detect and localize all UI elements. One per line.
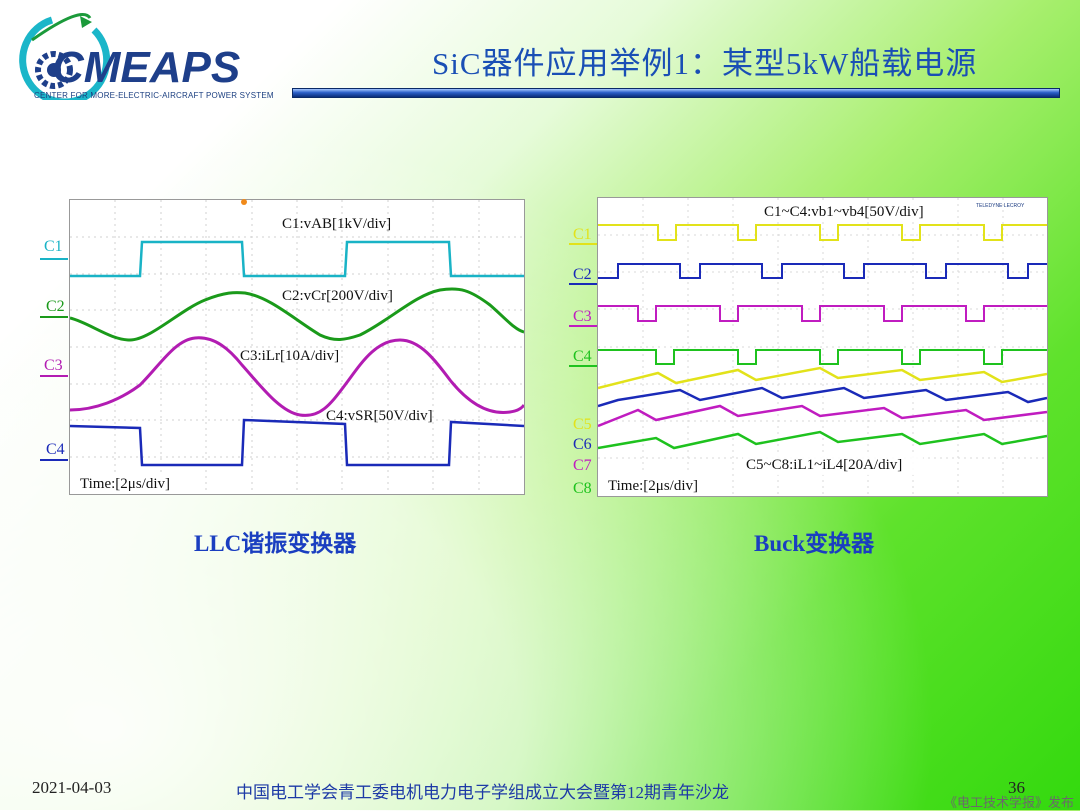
right-channel-label-c6: C6 <box>573 436 592 453</box>
llc-annotation-c3: C3:iLr[10A/div] <box>240 348 339 364</box>
slide-title: SiC器件应用举例1：某型5kW船载电源 <box>432 46 978 81</box>
buck-time-scale: Time:[2μs/div] <box>608 478 698 494</box>
llc-trace-c1 <box>70 240 524 278</box>
right-channel-label-c1: C1 <box>573 226 592 243</box>
scope-brand-logo: TELEDYNE LECROY <box>976 203 1025 209</box>
right-channel-label-c5: C5 <box>573 416 592 433</box>
llc-trace-c4 <box>70 418 524 467</box>
footer-date: 2021-04-03 <box>32 778 112 797</box>
buck-trace-c6 <box>598 386 1047 408</box>
buck-annotation-top: C1~C4:vb1~vb4[50V/div] <box>764 204 924 220</box>
buck-trace-c4 <box>598 349 1047 365</box>
buck-trace-c1 <box>598 224 1047 241</box>
right-channel-label-c2: C2 <box>573 266 592 283</box>
buck-trace-c8 <box>598 430 1047 450</box>
buck-oscilloscope-screen: C1~C4:vb1~vb4[50V/div] C5~C8:iL1~iL4[20A… <box>597 197 1048 497</box>
left-channel-label-c1: C1 <box>44 238 63 255</box>
llc-trace-c2 <box>70 287 524 342</box>
title-underline-bar <box>292 88 1060 98</box>
svg-text:CMEAPS: CMEAPS <box>52 43 240 92</box>
llc-annotation-c2: C2:vCr[200V/div] <box>282 288 393 304</box>
right-channel-label-c7: C7 <box>573 457 592 474</box>
left-trigger-marker-icon <box>241 199 247 205</box>
llc-caption: LLC谐振变换器 <box>194 531 357 556</box>
buck-caption: Buck变换器 <box>754 531 875 556</box>
llc-annotation-c4: C4:vSR[50V/div] <box>326 408 433 424</box>
footer-event: 中国电工学会青工委电机电力电子学组成立大会暨第12期青年沙龙 <box>236 783 729 802</box>
left-channel-label-c3: C3 <box>44 357 63 374</box>
buck-trace-c3 <box>598 305 1047 322</box>
left-label-underlines <box>40 258 68 461</box>
logo-subtitle: CENTER FOR MORE-ELECTRIC-AIRCRAFT POWER … <box>34 91 274 100</box>
llc-annotation-c1: C1:vAB[1kV/div] <box>282 216 391 232</box>
page-number: 36 <box>1008 778 1025 797</box>
watermark: 《电工技术学报》发布 <box>943 796 1074 811</box>
llc-trace-c3 <box>70 336 524 417</box>
right-label-underlines <box>569 243 597 367</box>
buck-trace-c2 <box>598 263 1047 279</box>
buck-annotation-bottom: C5~C8:iL1~iL4[20A/div] <box>746 457 902 473</box>
buck-trace-c5 <box>598 366 1047 390</box>
left-channel-label-c4: C4 <box>46 441 65 458</box>
cmeaps-logo: CMEAPS <box>12 10 292 106</box>
buck-trace-c7 <box>598 404 1047 428</box>
left-channel-label-c2: C2 <box>46 298 65 315</box>
right-channel-label-c8: C8 <box>573 480 592 497</box>
llc-time-scale: Time:[2μs/div] <box>80 476 170 492</box>
right-channel-label-c3: C3 <box>573 308 592 325</box>
llc-oscilloscope-screen: C1:vAB[1kV/div] C2:vCr[200V/div] C3:iLr[… <box>69 199 525 495</box>
right-channel-label-c4: C4 <box>573 348 592 365</box>
